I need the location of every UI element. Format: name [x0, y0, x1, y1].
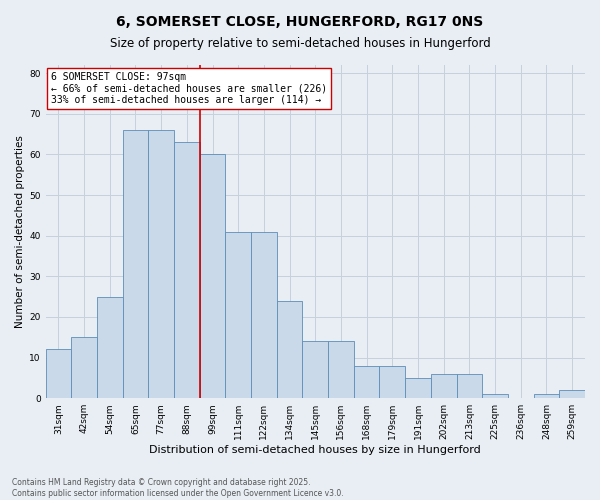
X-axis label: Distribution of semi-detached houses by size in Hungerford: Distribution of semi-detached houses by … — [149, 445, 481, 455]
Text: Contains HM Land Registry data © Crown copyright and database right 2025.
Contai: Contains HM Land Registry data © Crown c… — [12, 478, 344, 498]
Bar — [200, 154, 226, 398]
Text: 6 SOMERSET CLOSE: 97sqm
← 66% of semi-detached houses are smaller (226)
33% of s: 6 SOMERSET CLOSE: 97sqm ← 66% of semi-de… — [51, 72, 327, 105]
Bar — [174, 142, 200, 398]
Bar — [302, 342, 328, 398]
Text: Size of property relative to semi-detached houses in Hungerford: Size of property relative to semi-detach… — [110, 38, 490, 51]
Bar — [97, 296, 122, 398]
Bar — [46, 350, 71, 398]
Bar — [559, 390, 585, 398]
Text: 6, SOMERSET CLOSE, HUNGERFORD, RG17 0NS: 6, SOMERSET CLOSE, HUNGERFORD, RG17 0NS — [116, 15, 484, 29]
Bar — [148, 130, 174, 398]
Y-axis label: Number of semi-detached properties: Number of semi-detached properties — [15, 135, 25, 328]
Bar — [405, 378, 431, 398]
Bar — [71, 338, 97, 398]
Bar — [328, 342, 354, 398]
Bar — [277, 300, 302, 398]
Bar — [457, 374, 482, 398]
Bar — [122, 130, 148, 398]
Bar — [379, 366, 405, 398]
Bar — [533, 394, 559, 398]
Bar — [482, 394, 508, 398]
Bar — [251, 232, 277, 398]
Bar — [354, 366, 379, 398]
Bar — [431, 374, 457, 398]
Bar — [226, 232, 251, 398]
